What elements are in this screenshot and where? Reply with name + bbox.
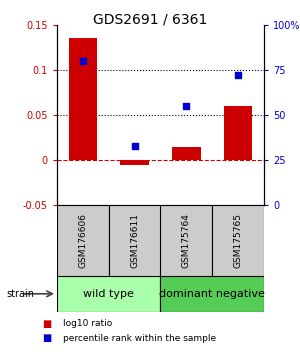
- Text: wild type: wild type: [83, 289, 134, 299]
- Text: percentile rank within the sample: percentile rank within the sample: [63, 333, 216, 343]
- Bar: [212, 205, 264, 276]
- Bar: [224, 106, 252, 160]
- Text: GSM175764: GSM175764: [182, 213, 191, 268]
- Bar: [172, 147, 201, 160]
- Bar: [57, 276, 160, 312]
- Bar: [120, 160, 149, 165]
- Text: ■: ■: [42, 319, 51, 329]
- Text: GDS2691 / 6361: GDS2691 / 6361: [93, 12, 207, 27]
- Bar: [160, 276, 264, 312]
- Text: dominant negative: dominant negative: [159, 289, 265, 299]
- Text: GSM175765: GSM175765: [234, 213, 243, 268]
- Text: ■: ■: [42, 333, 51, 343]
- Text: GSM176606: GSM176606: [78, 213, 87, 268]
- Point: [132, 143, 137, 149]
- Bar: [109, 205, 160, 276]
- Bar: [57, 205, 109, 276]
- Bar: [160, 205, 212, 276]
- Text: GSM176611: GSM176611: [130, 213, 139, 268]
- Point: [184, 103, 189, 109]
- Text: strain: strain: [6, 289, 34, 299]
- Bar: [69, 38, 97, 160]
- Point: [236, 73, 241, 78]
- Point: [80, 58, 85, 64]
- Text: log10 ratio: log10 ratio: [63, 319, 112, 329]
